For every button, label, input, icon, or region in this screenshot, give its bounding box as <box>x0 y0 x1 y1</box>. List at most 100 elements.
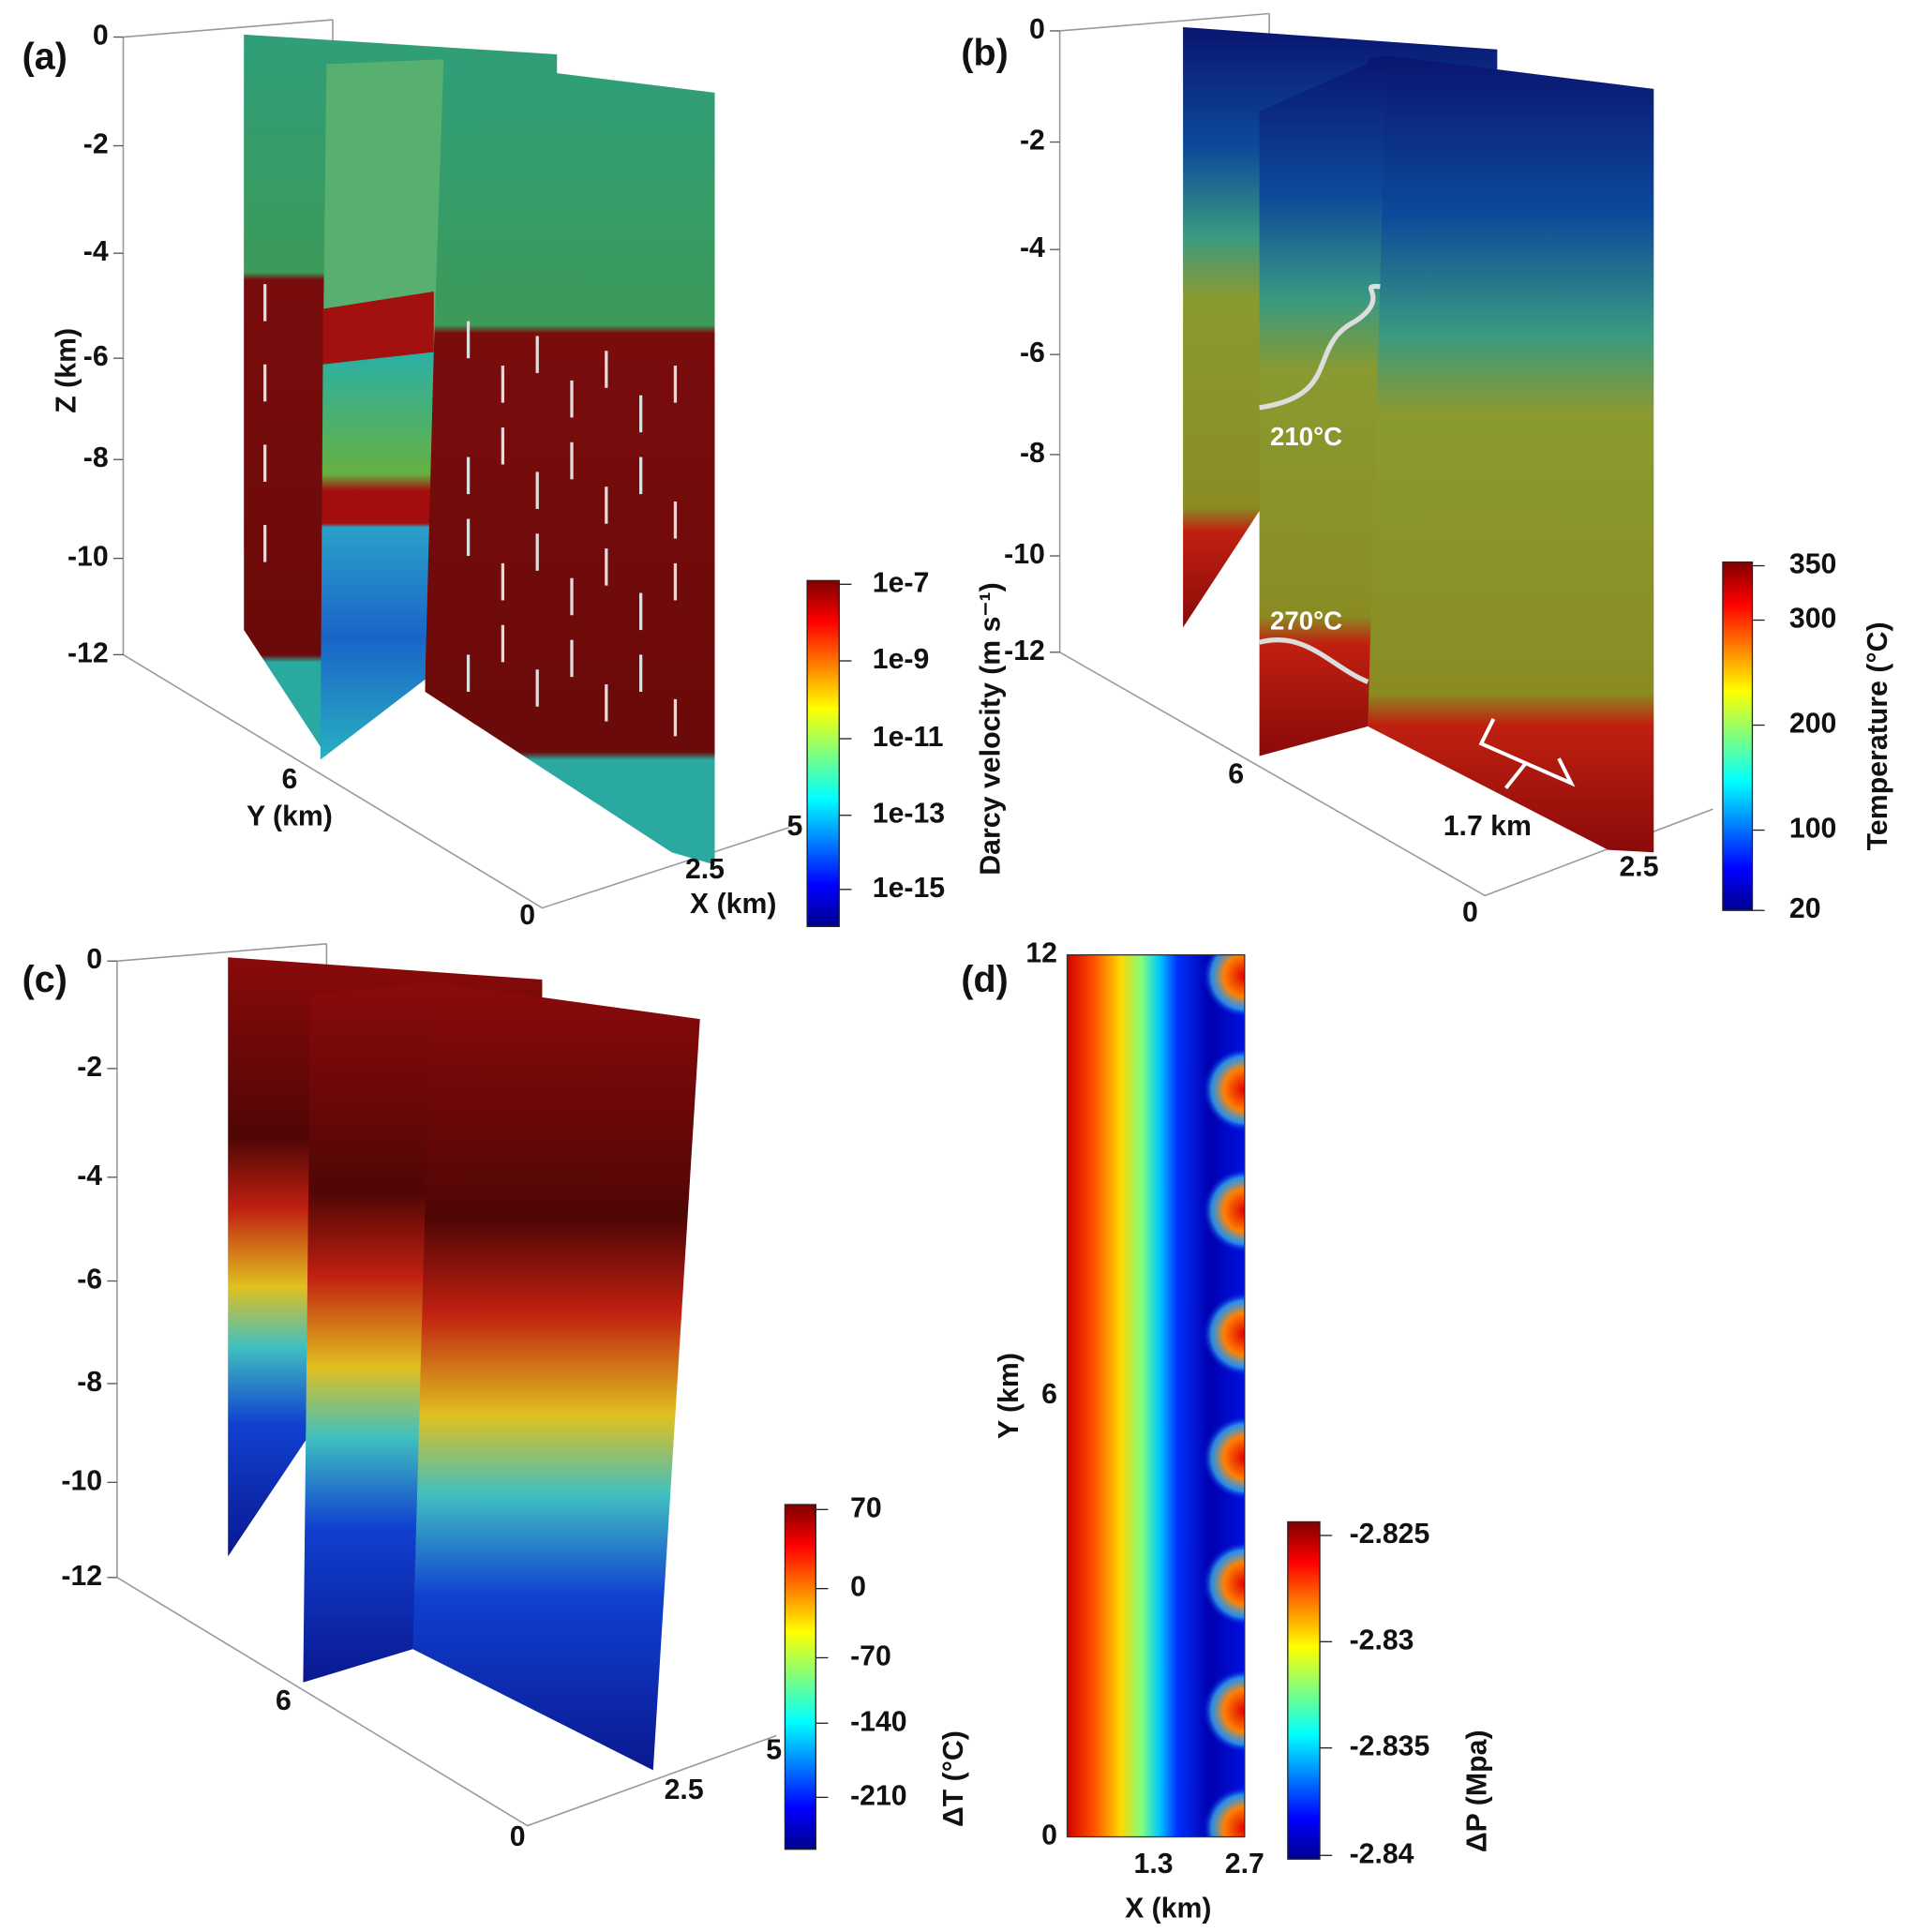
axis-frame <box>116 942 327 963</box>
colorbar-tick-label: 1e-11 <box>873 722 944 753</box>
colorbar-tick-label: -2.83 <box>1350 1625 1414 1655</box>
hot-spot <box>1203 1669 1245 1753</box>
z-tick-label: -2 <box>1020 126 1045 157</box>
axis-title: Y (km) <box>247 801 333 831</box>
hot-spot <box>1203 1541 1245 1626</box>
axis-title: X (km) <box>690 889 776 920</box>
axis-frame <box>1059 12 1270 32</box>
y-tick-label: 0 <box>1041 1820 1057 1851</box>
z-tick-label: 0 <box>93 21 109 52</box>
z-tick-label: -4 <box>1020 232 1045 263</box>
colorbar-tick-label: 1e-7 <box>873 567 930 598</box>
pane <box>303 981 432 1683</box>
x-tick-label: 2.5 <box>1619 851 1658 882</box>
colorbar-title: ΔT (°C) <box>938 1730 969 1827</box>
axis-title: X (km) <box>1125 1893 1211 1924</box>
hot-spot <box>1203 1292 1245 1376</box>
axis-frame <box>123 19 334 38</box>
hot-spots <box>1203 954 1245 1837</box>
z-tick-label: -12 <box>1004 636 1045 666</box>
colorbar <box>1287 1520 1321 1860</box>
pane <box>322 291 434 365</box>
z-tick-label: -8 <box>77 1367 102 1398</box>
y-tick-label: 6 <box>282 764 298 795</box>
pane <box>412 981 700 1771</box>
y-tick-label: 0 <box>510 1821 526 1852</box>
z-tick-label: -4 <box>83 236 109 267</box>
z-tick-label: -10 <box>67 542 109 573</box>
hot-spot <box>1203 1047 1245 1132</box>
map-border <box>1066 953 1246 1838</box>
colorbar-tick-label: 1e-9 <box>873 644 930 675</box>
pane <box>322 59 444 365</box>
z-tick-label: -10 <box>61 1465 102 1496</box>
pane <box>1368 55 1654 853</box>
panel-label: (a) <box>22 37 67 78</box>
colorbar-tick-label: 350 <box>1789 549 1836 580</box>
pane <box>1259 55 1387 756</box>
colorbar-tick-label: 100 <box>1789 814 1836 845</box>
axis-frame <box>122 37 789 909</box>
x-tick-label: 5 <box>787 811 803 842</box>
hot-spot <box>1203 954 1245 1018</box>
z-tick-label: -12 <box>61 1561 102 1592</box>
colorbar <box>1722 561 1754 911</box>
annotation: 1.7 km <box>1444 811 1532 842</box>
y-tick-label: 6 <box>1041 1379 1057 1410</box>
pane <box>320 352 434 760</box>
panel-label: (c) <box>22 959 67 1000</box>
x-tick-label: 2.5 <box>665 1775 704 1805</box>
colorbar-title: Darcy velocity (m s⁻¹) <box>975 582 1006 875</box>
z-tick-label: -2 <box>83 128 109 159</box>
y-tick-label: 6 <box>1228 759 1244 790</box>
colorbar-tick-label: -2.825 <box>1350 1519 1430 1550</box>
pane <box>244 34 327 756</box>
colorbar-tick-label: 1e-15 <box>873 873 945 904</box>
colorbar-tick-label: 70 <box>850 1492 882 1523</box>
z-tick-label: -6 <box>1020 337 1045 368</box>
hot-spot <box>1203 1786 1245 1837</box>
y-tick-label: 0 <box>519 900 535 931</box>
z-tick-label: 0 <box>86 944 102 975</box>
x-tick-label: 2.7 <box>1225 1849 1264 1880</box>
colorbar <box>784 1504 816 1850</box>
axis-frame <box>1058 30 1713 897</box>
colorbar-tick-label: 300 <box>1789 604 1836 635</box>
colorbar-title: Temperature (°C) <box>1863 622 1893 850</box>
colorbar-tick-label: -2.84 <box>1350 1838 1414 1869</box>
scale-bracket <box>1478 718 1576 789</box>
z-tick-label: -6 <box>77 1265 102 1295</box>
x-tick-label: 1.3 <box>1134 1849 1174 1880</box>
z-tick-label: -8 <box>83 442 109 473</box>
x-tick-label: 5 <box>766 1735 782 1766</box>
colorbar-tick-label: 0 <box>850 1572 866 1603</box>
y-tick-label: 6 <box>276 1685 292 1716</box>
hot-spot <box>1203 1415 1245 1500</box>
annotation: 270°C <box>1270 606 1342 635</box>
y-tick-label: 12 <box>1025 938 1057 969</box>
z-tick-label: 0 <box>1029 14 1045 45</box>
z-tick-label: -2 <box>77 1052 102 1083</box>
axis-frame <box>116 961 777 1827</box>
colorbar-tick-label: -140 <box>850 1706 907 1737</box>
isotherm <box>1259 283 1381 411</box>
panel-label: (b) <box>961 33 1008 74</box>
z-tick-label: -6 <box>83 341 109 372</box>
hot-spot <box>1203 1168 1245 1253</box>
colorbar-tick-label: -2.835 <box>1350 1731 1430 1762</box>
y-tick-label: 0 <box>1462 897 1478 928</box>
axis-title: Y (km) <box>994 1353 1025 1439</box>
annotation: 210°C <box>1270 422 1342 451</box>
colorbar-tick-label: 1e-13 <box>873 799 945 830</box>
colorbar-tick-label: 20 <box>1789 893 1821 924</box>
colorbar-tick-label: -70 <box>850 1640 891 1671</box>
colorbar <box>806 579 840 927</box>
z-tick-label: -4 <box>77 1161 102 1191</box>
z-tick-label: -12 <box>67 637 109 668</box>
axis-title: Z (km) <box>51 328 82 413</box>
x-tick-label: 2.5 <box>685 854 725 885</box>
panel-label: (d) <box>961 959 1008 1000</box>
colorbar-title: ΔP (Mpa) <box>1462 1730 1493 1852</box>
z-tick-label: -10 <box>1004 539 1045 570</box>
